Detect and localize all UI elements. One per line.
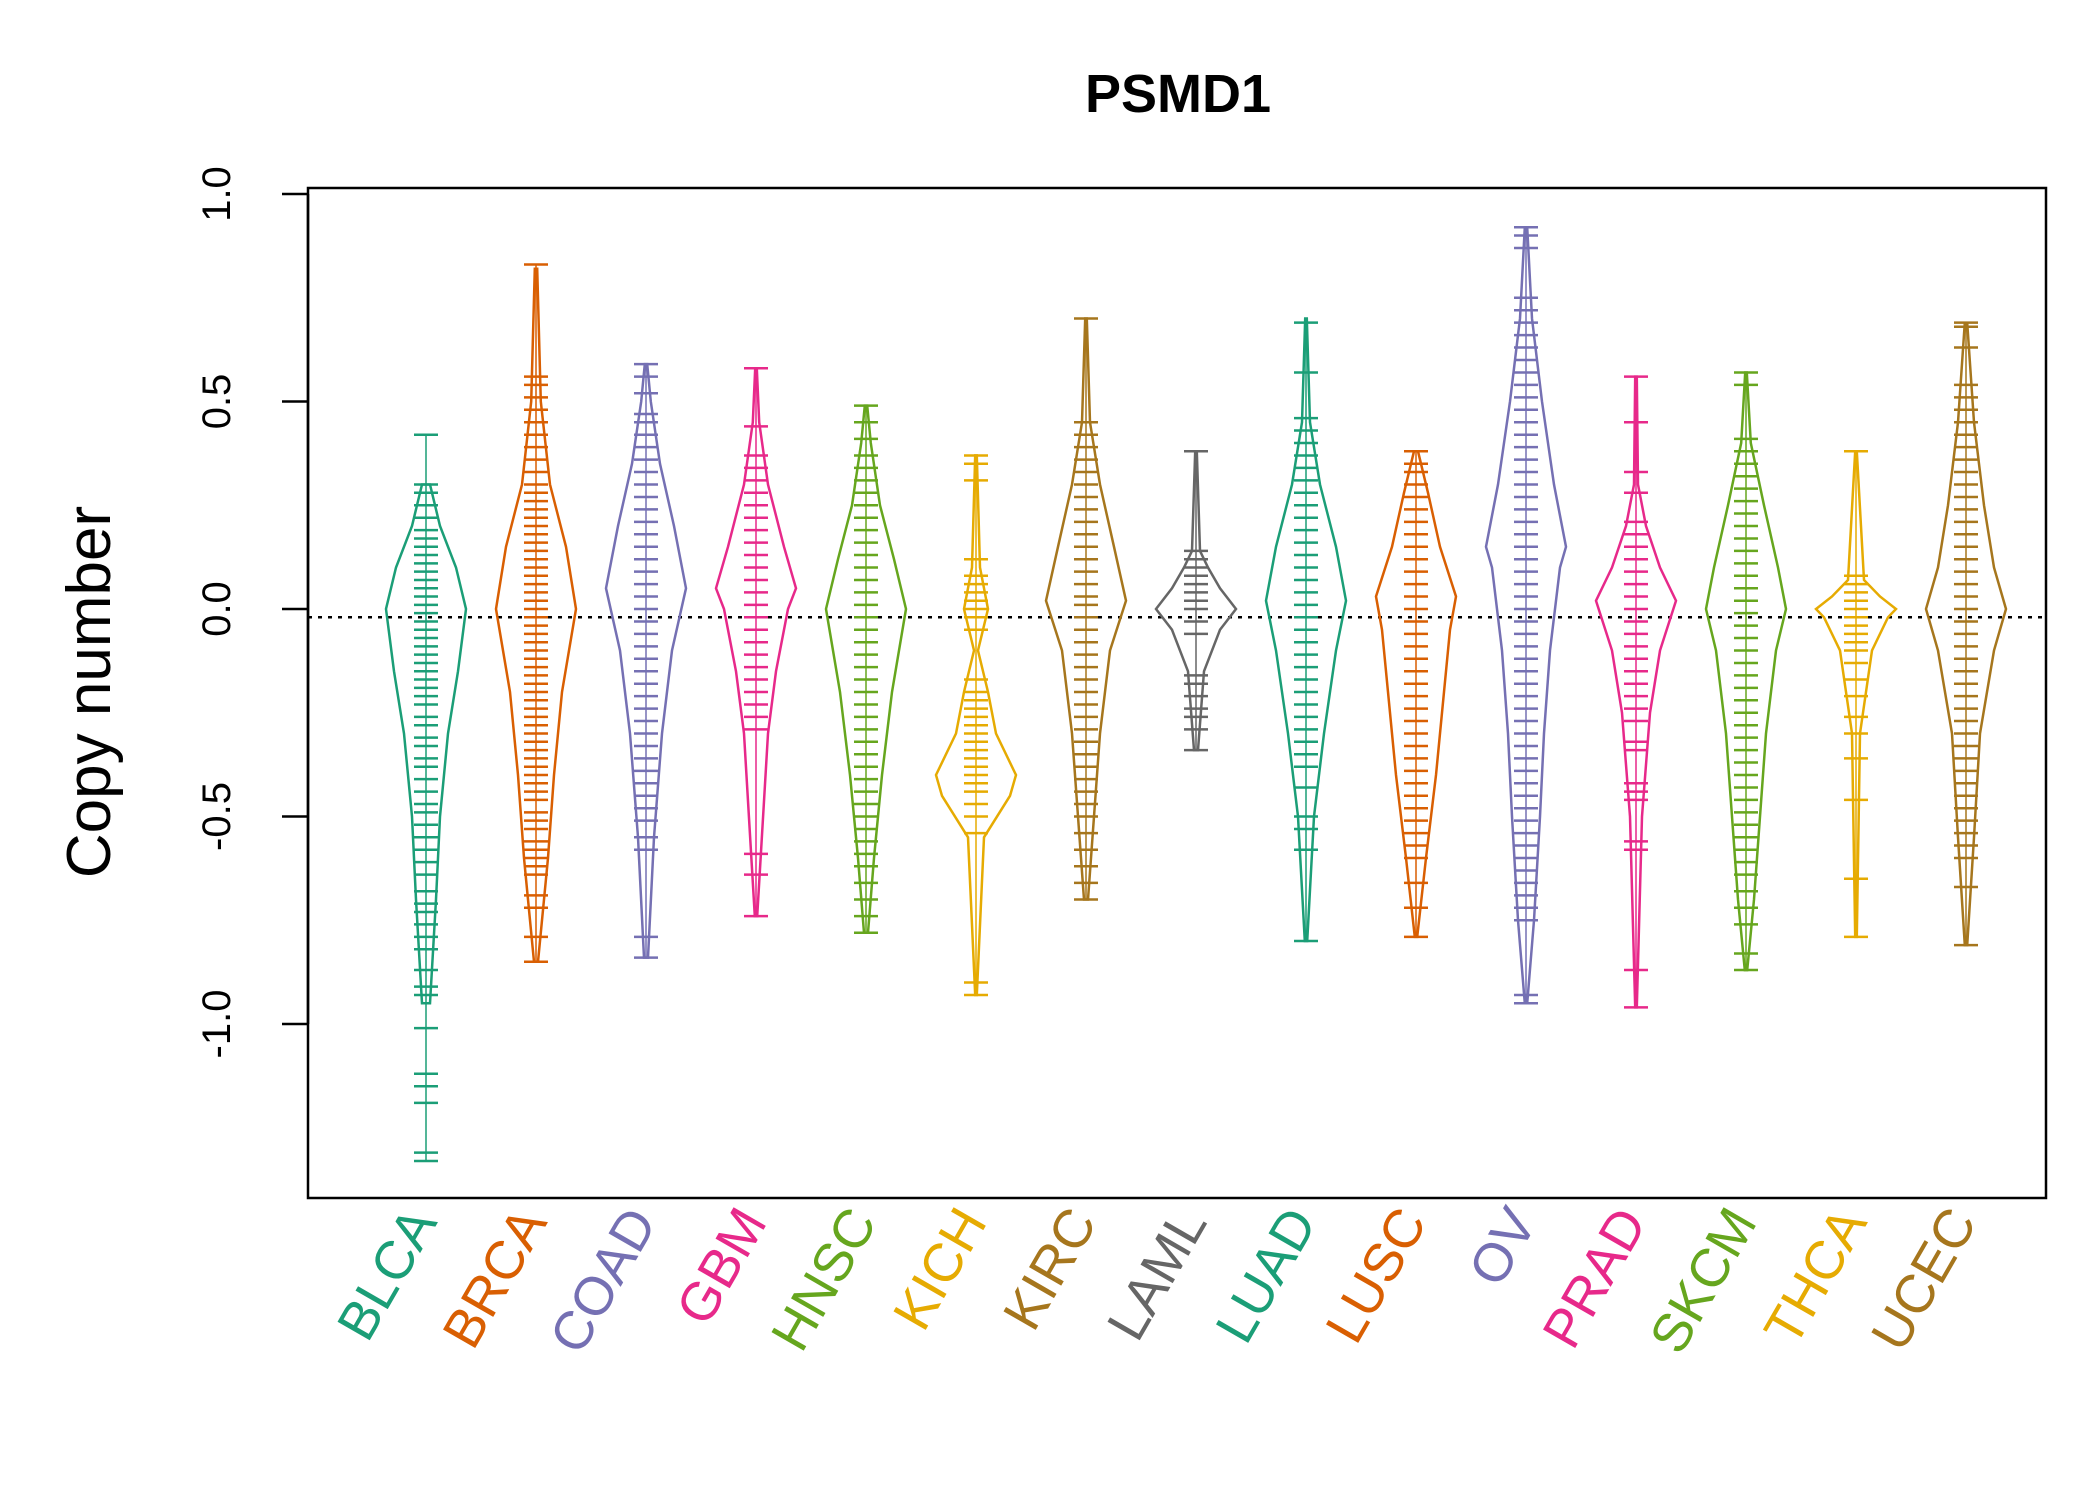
chart-title: PSMD1 xyxy=(1085,64,1271,124)
y-tick-label: 1.0 xyxy=(195,166,239,222)
y-tick-label: -1.0 xyxy=(195,990,239,1059)
x-tick-label-ov: OV xyxy=(1457,1198,1548,1296)
y-tick-label: 0.0 xyxy=(195,581,239,637)
x-tick-label-laml: LAML xyxy=(1096,1198,1219,1350)
x-tick-label-kirc: KIRC xyxy=(992,1198,1108,1340)
x-tick-label-kich: KICH xyxy=(882,1198,998,1340)
x-tick-label-luad: LUAD xyxy=(1204,1198,1328,1353)
plot-area: 1.00.50.0-0.5-1.0BLCABRCACOADGBMHNSCKICH… xyxy=(195,166,2048,1363)
y-tick-label: 0.5 xyxy=(195,374,239,430)
x-tick-label-skcm: SKCM xyxy=(1638,1198,1768,1363)
x-tick-label-thca: THCA xyxy=(1753,1198,1878,1355)
x-tick-label-hnsc: HNSC xyxy=(760,1198,888,1361)
plot-frame xyxy=(306,186,2048,1200)
x-tick-label-lusc: LUSC xyxy=(1314,1198,1438,1353)
x-tick-label-coad: COAD xyxy=(538,1198,668,1363)
bean-outline-brca xyxy=(494,267,578,964)
bean-outline-luad xyxy=(1264,317,1348,943)
x-tick-label-ucec: UCEC xyxy=(1860,1198,1988,1361)
x-tick-label-gbm: GBM xyxy=(665,1198,778,1335)
y-axis-label: Copy number xyxy=(55,506,124,878)
y-tick-label: -0.5 xyxy=(195,782,239,851)
x-tick-label-blca: BLCA xyxy=(326,1198,449,1350)
